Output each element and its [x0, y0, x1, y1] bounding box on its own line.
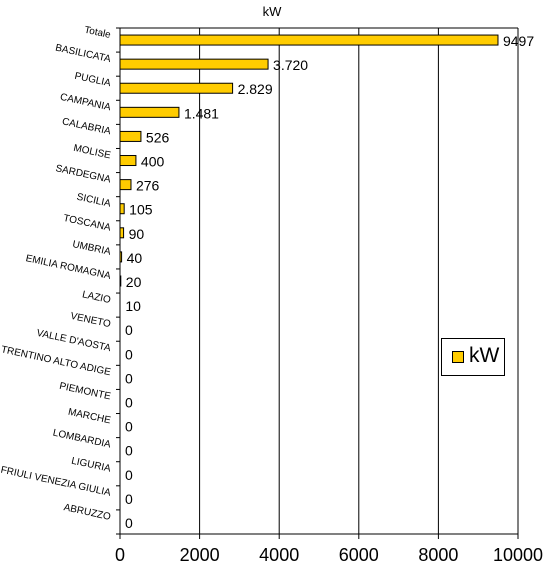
bar [119, 58, 269, 70]
x-tick-label: 0 [115, 545, 125, 565]
value-label: 400 [141, 154, 165, 170]
x-tick-label: 6000 [339, 545, 379, 565]
category-label: VENETO [69, 311, 112, 330]
category-label: Totale [83, 25, 112, 41]
value-label: 0 [125, 419, 133, 435]
value-label: 276 [136, 178, 160, 194]
value-label: 10 [125, 298, 141, 314]
category-label: MOLISE [72, 143, 112, 162]
grid-lines [199, 28, 519, 534]
bars [119, 34, 499, 287]
bar [119, 34, 499, 46]
value-label: 20 [126, 274, 142, 290]
value-label: 0 [125, 515, 133, 531]
category-label: LAZIO [81, 289, 112, 306]
legend-label: kW [469, 344, 500, 367]
value-label: 3.720 [273, 57, 308, 73]
value-label: 1.481 [184, 105, 219, 121]
x-tick-label: 4000 [259, 545, 299, 565]
category-label: BASILICATA [54, 43, 112, 66]
bar [119, 179, 132, 191]
bar [119, 106, 180, 118]
category-label: LIGURIA [70, 456, 112, 475]
value-label: 0 [125, 443, 133, 459]
category-label: PIEMONTE [58, 381, 112, 403]
bar [119, 155, 137, 167]
value-label: 105 [129, 202, 153, 218]
legend: kW [441, 338, 505, 376]
bar [119, 130, 142, 142]
value-label: 0 [125, 346, 133, 362]
x-tick-label: 8000 [418, 545, 458, 565]
legend-swatch [452, 351, 464, 363]
category-label: TOSCANA [62, 213, 112, 234]
category-label: ABRUZZO [63, 502, 112, 523]
value-label: 0 [125, 467, 133, 483]
value-label: 40 [127, 250, 143, 266]
value-label: 0 [125, 491, 133, 507]
value-label: 90 [129, 226, 145, 242]
category-label: CALABRIA [61, 116, 112, 137]
value-label: 0 [125, 394, 133, 410]
axes [116, 27, 518, 535]
category-label: EMILIA ROMAGNA [25, 253, 112, 282]
bar [119, 227, 125, 239]
value-label: 526 [146, 129, 170, 145]
category-label: CAMPANIA [59, 92, 112, 114]
category-label: UMBRIA [71, 239, 112, 258]
chart-title: kW [263, 4, 283, 19]
category-label: LOMBARDIA [52, 428, 112, 451]
x-tick-label: 2000 [180, 545, 220, 565]
bar [119, 82, 234, 94]
value-label: 9497 [503, 33, 534, 49]
bar [119, 203, 125, 215]
x-tick-label: 10000 [493, 545, 543, 565]
category-label: SARDEGNA [54, 163, 112, 185]
value-label: 0 [125, 322, 133, 338]
value-label: 2.829 [238, 81, 273, 97]
x-axis-ticks: 0 2000 4000 6000 8000 10000 [115, 534, 543, 565]
category-label: VALLE D'AOSTA [36, 328, 112, 355]
value-label: 0 [125, 370, 133, 386]
category-label: SICILIA [76, 192, 112, 210]
category-label: MARCHE [67, 407, 112, 427]
category-label: PUGLIA [73, 71, 111, 89]
